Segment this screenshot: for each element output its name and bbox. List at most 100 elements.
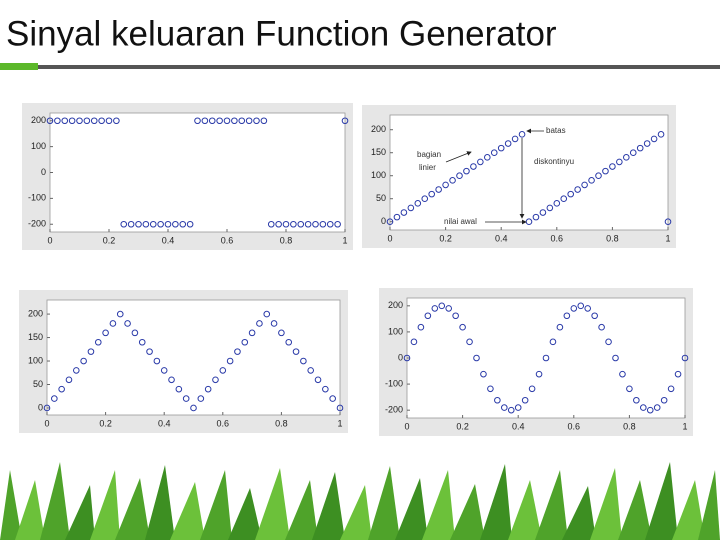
title-accent <box>0 63 38 70</box>
slide-title: Sinyal keluaran Function Generator <box>6 14 557 53</box>
data-point <box>204 385 212 393</box>
data-point <box>149 220 157 228</box>
data-point <box>407 204 415 212</box>
data-point <box>285 338 293 346</box>
x-tick-label: 0.8 <box>606 233 619 243</box>
data-point <box>428 190 436 198</box>
x-tick-label: 0.2 <box>456 421 469 431</box>
data-point <box>511 135 519 143</box>
data-point <box>477 158 484 166</box>
data-point <box>54 117 61 125</box>
y-tick-label: 50 <box>33 379 43 389</box>
data-point <box>452 312 459 320</box>
data-point <box>334 220 341 228</box>
y-tick-label: 200 <box>28 308 43 318</box>
y-tick-label: 0 <box>38 402 43 412</box>
data-point <box>290 220 297 228</box>
data-point <box>577 302 585 310</box>
data-point <box>168 376 175 384</box>
data-point <box>553 200 561 207</box>
data-point <box>532 213 540 221</box>
data-point <box>160 367 168 374</box>
data-point <box>270 320 278 327</box>
x-tick-label: 0.4 <box>512 421 525 431</box>
data-point <box>212 376 219 384</box>
x-tick-label: 0.8 <box>280 235 293 245</box>
data-point <box>307 367 315 374</box>
y-tick-label: 100 <box>388 326 403 336</box>
data-point <box>626 385 633 393</box>
y-tick-label: -200 <box>28 219 46 229</box>
data-point <box>556 323 564 331</box>
annotation: linier <box>419 163 436 172</box>
data-point <box>157 220 164 228</box>
data-point <box>135 220 142 228</box>
data-point <box>80 357 87 365</box>
x-tick-label: 0.4 <box>162 235 175 245</box>
data-point <box>267 220 275 228</box>
data-point <box>312 220 319 228</box>
data-point <box>138 338 146 346</box>
data-point <box>253 117 260 125</box>
data-point <box>442 181 449 189</box>
data-point <box>98 117 105 125</box>
plot-area <box>46 299 341 416</box>
data-point <box>282 220 290 228</box>
data-point <box>636 144 644 152</box>
data-point <box>164 220 172 228</box>
data-point <box>65 376 73 384</box>
x-tick-label: 0.2 <box>439 233 452 243</box>
data-point <box>574 186 581 193</box>
data-point <box>226 357 234 365</box>
data-point <box>653 404 661 411</box>
data-point <box>664 218 672 226</box>
data-point <box>194 117 201 125</box>
data-point <box>400 209 408 216</box>
x-tick-label: 1 <box>665 233 670 243</box>
chart: 0 0.2 0.4 0.6 0.8 1 200 150 100 50 0 batas bagian lin… <box>362 105 676 248</box>
y-tick-label: 0 <box>41 167 46 177</box>
data-point <box>201 117 209 125</box>
x-tick-label: 0.6 <box>221 235 234 245</box>
data-point <box>223 117 231 125</box>
data-point <box>219 367 227 374</box>
data-point <box>484 154 491 161</box>
data-point <box>241 338 249 346</box>
data-point <box>336 404 344 412</box>
data-point <box>403 354 411 362</box>
data-point <box>463 167 470 175</box>
data-point <box>329 395 336 402</box>
data-point <box>570 305 578 312</box>
chart: 0 0.2 0.4 0.6 0.8 1 200 100 0 -100 -200 <box>379 288 693 436</box>
data-point <box>105 117 113 125</box>
data-point <box>598 323 605 331</box>
data-point <box>629 149 637 157</box>
data-point <box>504 140 512 147</box>
data-point <box>470 163 477 170</box>
data-point <box>619 370 626 378</box>
data-point <box>234 348 241 355</box>
annotation-arrow <box>445 151 472 163</box>
data-point <box>94 338 102 346</box>
data-point <box>182 395 190 402</box>
y-tick-label: 100 <box>371 170 386 180</box>
data-point <box>76 117 83 125</box>
data-point <box>480 370 487 378</box>
data-point <box>314 376 322 384</box>
y-tick-label: 150 <box>371 147 386 157</box>
y-tick-label: -100 <box>385 378 403 388</box>
x-tick-label: 0.6 <box>568 421 581 431</box>
data-point <box>657 131 665 138</box>
x-tick-label: 0 <box>404 421 409 431</box>
data-point <box>102 329 109 337</box>
x-tick-label: 0.8 <box>275 418 288 428</box>
data-point <box>61 117 69 125</box>
data-point <box>260 117 268 125</box>
data-point <box>438 302 446 310</box>
data-point <box>501 404 508 411</box>
data-point <box>131 329 139 337</box>
y-tick-label: 0 <box>381 216 386 226</box>
data-point <box>567 190 575 198</box>
data-point <box>90 117 98 125</box>
data-point <box>435 186 442 193</box>
